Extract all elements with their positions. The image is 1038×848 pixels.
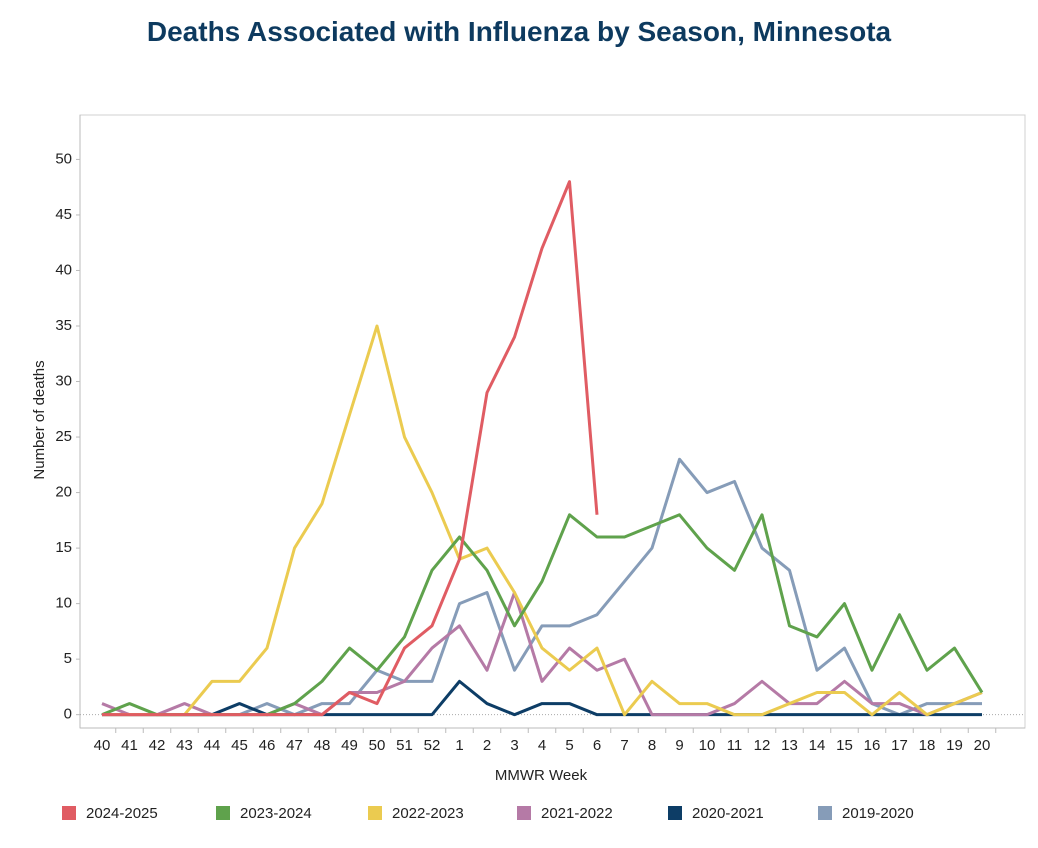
y-tick-label: 30 [55,372,72,389]
x-tick-label: 42 [149,737,166,754]
series-line [102,324,983,717]
y-tick-label: 50 [55,150,72,167]
x-tick-label: 4 [538,737,546,754]
x-tick-label: 49 [341,737,358,754]
x-tick-label: 5 [565,737,573,754]
legend-label: 2019-2020 [842,805,914,822]
x-tick-label: 6 [593,737,601,754]
x-tick-label: 40 [94,737,111,754]
x-tick-label: 7 [620,737,628,754]
x-tick-label: 17 [891,737,908,754]
legend-swatch [216,806,230,820]
series-line [102,679,982,717]
legend-label: 2020-2021 [692,805,764,822]
legend-label: 2022-2023 [392,805,464,822]
chart-title: Deaths Associated with Influenza by Seas… [146,16,892,47]
x-tick-label: 48 [314,737,331,754]
y-tick-label: 25 [55,428,72,445]
x-tick-label: 41 [121,737,138,754]
x-tick-label: 51 [396,737,413,754]
legend-swatch [818,806,832,820]
y-tick-label: 20 [55,484,72,501]
y-tick-label: 40 [55,261,72,278]
legend-swatch [668,806,682,820]
x-tick-label: 50 [369,737,386,754]
legend-swatch [517,806,531,820]
x-tick-label: 20 [974,737,991,754]
x-axis-title: MMWR Week [495,767,588,784]
y-axis-title: Number of deaths [31,360,48,479]
legend-swatch [368,806,382,820]
y-tick-label: 35 [55,317,72,334]
x-tick-label: 13 [781,737,798,754]
x-tick-label: 10 [699,737,716,754]
x-tick-label: 12 [754,737,771,754]
legend-label: 2023-2024 [240,805,312,822]
y-tick-label: 10 [55,595,72,612]
y-tick-label: 5 [64,650,72,667]
x-tick-label: 18 [919,737,936,754]
x-tick-label: 45 [231,737,248,754]
x-tick-label: 11 [727,737,743,754]
legend-label: 2024-2025 [86,805,158,822]
x-tick-label: 43 [176,737,193,754]
x-tick-label: 1 [455,737,463,754]
x-tick-label: 15 [836,737,853,754]
series-line [102,180,599,717]
x-tick-label: 3 [510,737,518,754]
y-tick-label: 45 [55,206,72,223]
y-tick-label: 15 [55,539,72,556]
legend-swatch [62,806,76,820]
x-tick-label: 14 [809,737,826,754]
y-tick-label: 0 [64,706,72,723]
series-line [102,457,982,717]
x-tick-label: 19 [946,737,963,754]
x-tick-label: 47 [286,737,303,754]
x-tick-label: 44 [204,737,221,754]
x-tick-label: 2 [483,737,491,754]
x-tick-label: 9 [675,737,683,754]
plot-frame [79,114,1026,729]
x-tick-label: 46 [259,737,276,754]
x-tick-label: 16 [864,737,881,754]
legend-label: 2021-2022 [541,805,613,822]
x-tick-label: 8 [648,737,656,754]
x-tick-label: 52 [424,737,441,754]
